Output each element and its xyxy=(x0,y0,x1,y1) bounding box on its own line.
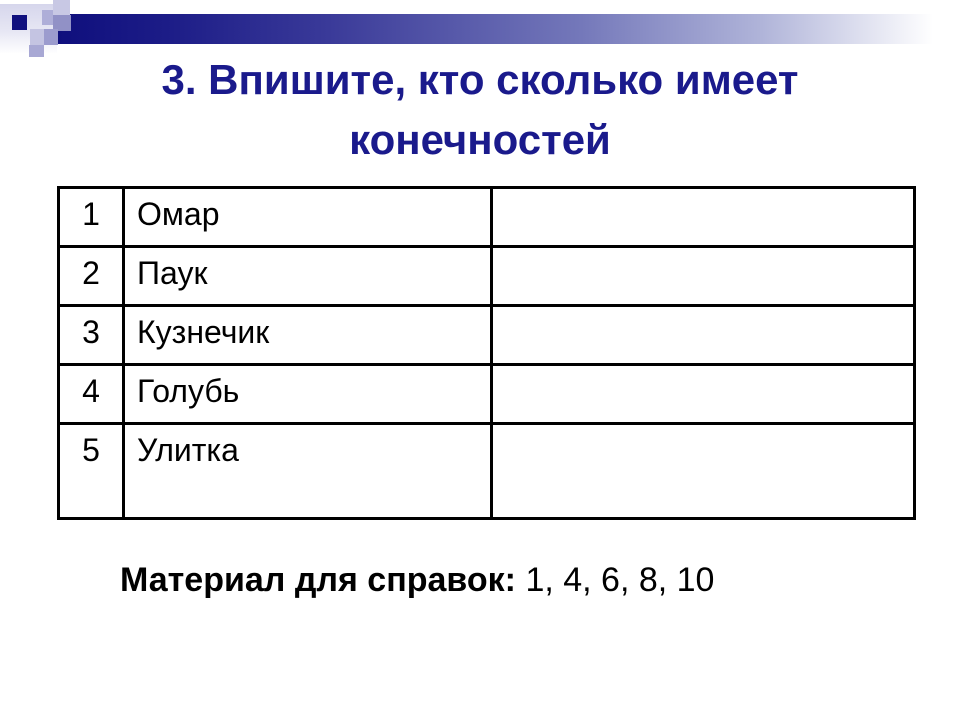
answer-cell xyxy=(490,422,916,520)
animal-name: Голубь xyxy=(122,363,493,425)
table-row: 3 Кузнечик xyxy=(57,304,916,366)
reference-values: 1, 4, 6, 8, 10 xyxy=(525,561,715,599)
reference-label: Материал для справок: xyxy=(120,561,516,599)
table-row: 1 Омар xyxy=(57,186,916,248)
answer-cell xyxy=(490,186,916,248)
animal-name: Кузнечик xyxy=(122,304,493,366)
row-number: 1 xyxy=(57,186,125,248)
answer-cell xyxy=(490,363,916,425)
slide-title: 3. Впишите, кто сколько имеет конечносте… xyxy=(0,50,960,170)
pixel-square-decoration xyxy=(12,15,27,30)
pixel-square-decoration xyxy=(53,0,70,15)
row-number: 4 xyxy=(57,363,125,425)
answer-cell xyxy=(490,304,916,366)
slide-title-line2: конечностей xyxy=(349,116,611,163)
pixel-square-decoration xyxy=(29,45,44,57)
table-row: 2 Паук xyxy=(57,245,916,307)
row-number: 3 xyxy=(57,304,125,366)
reference-line: Материал для справок: 1, 4, 6, 8, 10 xyxy=(120,560,714,600)
pixel-square-decoration xyxy=(44,29,58,45)
table-row: 5 Улитка xyxy=(57,422,916,520)
table-row: 4 Голубь xyxy=(57,363,916,425)
animal-name: Улитка xyxy=(122,422,493,520)
answer-cell xyxy=(490,245,916,307)
animal-name: Омар xyxy=(122,186,493,248)
pixel-square-decoration xyxy=(30,29,44,45)
slide-title-line1: 3. Впишите, кто сколько имеет xyxy=(161,56,799,103)
row-number: 5 xyxy=(57,422,125,520)
limbs-table: 1 Омар 2 Паук 3 Кузнечик 4 Голубь 5 Улит… xyxy=(57,186,916,520)
animal-name: Паук xyxy=(122,245,493,307)
title-gradient-bar xyxy=(58,14,960,44)
row-number: 2 xyxy=(57,245,125,307)
pixel-square-decoration xyxy=(53,15,71,31)
